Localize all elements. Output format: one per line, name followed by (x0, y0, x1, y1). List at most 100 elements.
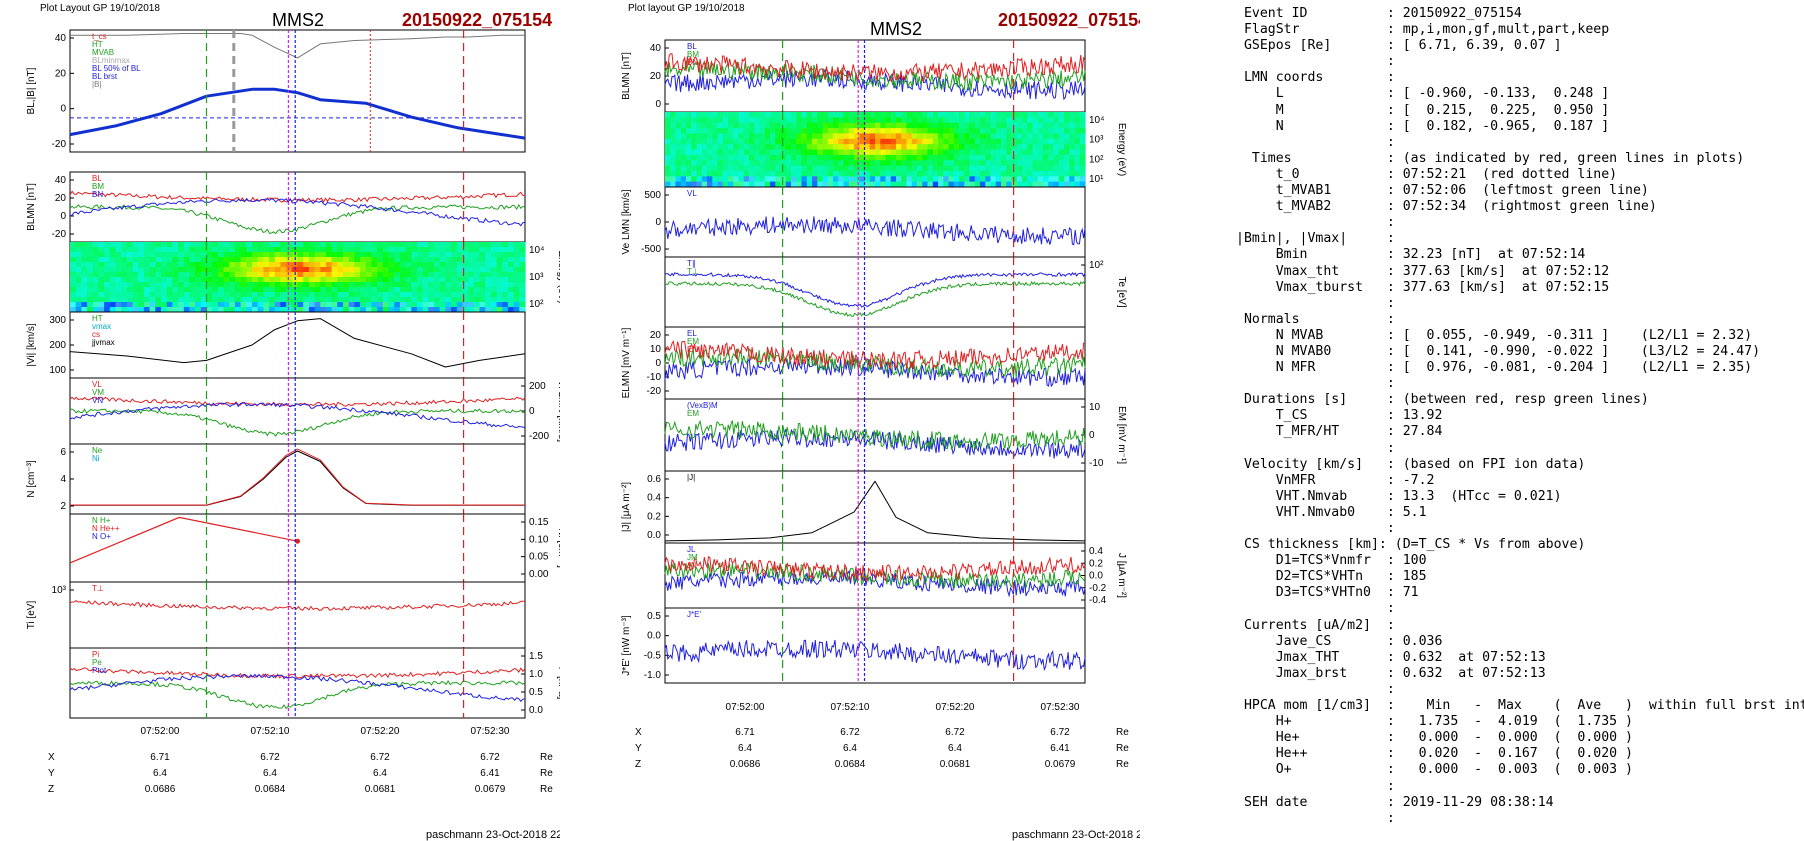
spec-cell (325, 262, 333, 268)
panel-frame (664, 256, 1086, 328)
spec-cell (280, 277, 287, 283)
spec-cell (189, 282, 196, 288)
ephemeris-value: 6.4 (948, 743, 962, 754)
spec-cell (901, 138, 908, 145)
spec-cell (927, 154, 934, 161)
spec-cell (917, 128, 923, 135)
spec-cell (109, 282, 117, 288)
spec-cell (822, 176, 829, 183)
spec-cell (229, 272, 236, 278)
spec-cell (473, 282, 481, 288)
spec-cell (217, 307, 225, 313)
spec-cell (995, 149, 1002, 156)
spec-cell (665, 144, 671, 151)
spec-cell (901, 176, 908, 183)
spec-cell (195, 247, 202, 253)
spec-cell (434, 282, 441, 288)
spec-cell (360, 257, 367, 263)
y-tick-label: 0.2 (647, 511, 661, 522)
spec-cell (274, 282, 282, 288)
spec-cell (468, 252, 475, 258)
spec-cell (953, 176, 960, 183)
spec-cell (707, 160, 713, 167)
summary-line: Jave_CS : 0.036 (1236, 633, 1443, 649)
summary-line: N MVAB0 : [ 0.141, -0.990, -0.022 ] (L3/… (1236, 343, 1761, 359)
spec-cell (875, 165, 881, 172)
spec-cell (212, 292, 219, 298)
ephemeris-value: 6.4 (373, 768, 387, 779)
spec-cell (490, 287, 498, 293)
spec-cell (780, 160, 787, 167)
spec-cell (468, 257, 475, 263)
spec-cell (927, 176, 934, 183)
spec-cell (1022, 149, 1028, 156)
spec-cell (791, 181, 797, 188)
spec-cell (462, 287, 469, 293)
spec-cell (990, 144, 997, 151)
spec-cell (451, 257, 458, 263)
spec-cell (240, 247, 247, 253)
spec-cell (1006, 170, 1013, 177)
spec-cell (1064, 149, 1070, 156)
summary-line: L : [ -0.960, -0.133, 0.248 ] (1236, 86, 1610, 102)
spec-cell (98, 277, 105, 283)
spec-cell (507, 242, 515, 248)
spec-cell (240, 297, 247, 303)
spec-cell (806, 149, 813, 156)
spec-cell (411, 242, 418, 248)
spec-cell (953, 112, 960, 118)
spec-cell (980, 138, 986, 145)
spec-cell (1016, 112, 1023, 118)
ephemeris-row-label: Z (48, 784, 54, 795)
spec-cell (92, 277, 100, 283)
spec-cell (696, 122, 703, 129)
spec-cell (1016, 181, 1023, 188)
spec-cell (775, 138, 782, 145)
y-tick-label: 200 (529, 381, 546, 392)
spec-cell (948, 149, 955, 156)
spec-cell (738, 149, 745, 156)
y-tick-label: 20 (650, 71, 662, 82)
y-tick-label: -0.5 (644, 650, 662, 661)
spec-cell (806, 160, 813, 167)
spec-cell (360, 297, 367, 303)
spec-cell (132, 242, 139, 248)
spec-cell (665, 138, 671, 145)
spec-cell (138, 287, 145, 293)
spec-cell (87, 292, 94, 298)
series-legend-label: vmax (92, 322, 111, 331)
spec-cell (422, 242, 429, 248)
spec-cell (337, 277, 344, 283)
spec-cell (665, 133, 671, 140)
spec-cell (749, 112, 755, 118)
spec-cell (770, 176, 776, 183)
spec-cell (675, 170, 682, 177)
spec-cell (728, 133, 734, 140)
spec-cell (1032, 144, 1039, 151)
spec-cell (348, 277, 355, 283)
spec-cell (917, 170, 923, 177)
spec-cell (738, 112, 745, 118)
spec-cell (1037, 128, 1044, 135)
spec-cell (1079, 160, 1086, 167)
spec-cell (87, 287, 94, 293)
spec-cell (890, 117, 897, 124)
series-legend-label: BL (687, 42, 697, 51)
spec-cell (377, 242, 384, 248)
spec-cell (126, 257, 134, 263)
spec-cell (388, 267, 395, 273)
spec-cell (717, 160, 724, 167)
spec-cell (686, 176, 692, 183)
y-tick-label: 10¹ (1089, 174, 1104, 185)
spec-cell (109, 277, 117, 283)
spec-cell (451, 242, 458, 248)
spec-cell (246, 297, 253, 303)
spec-cell (701, 128, 708, 135)
spec-cell (314, 262, 321, 268)
spec-cell (434, 257, 441, 263)
spec-cell (770, 133, 776, 140)
spec-cell (770, 144, 776, 151)
series-legend-label: HT (92, 314, 103, 323)
spec-cell (822, 144, 829, 151)
